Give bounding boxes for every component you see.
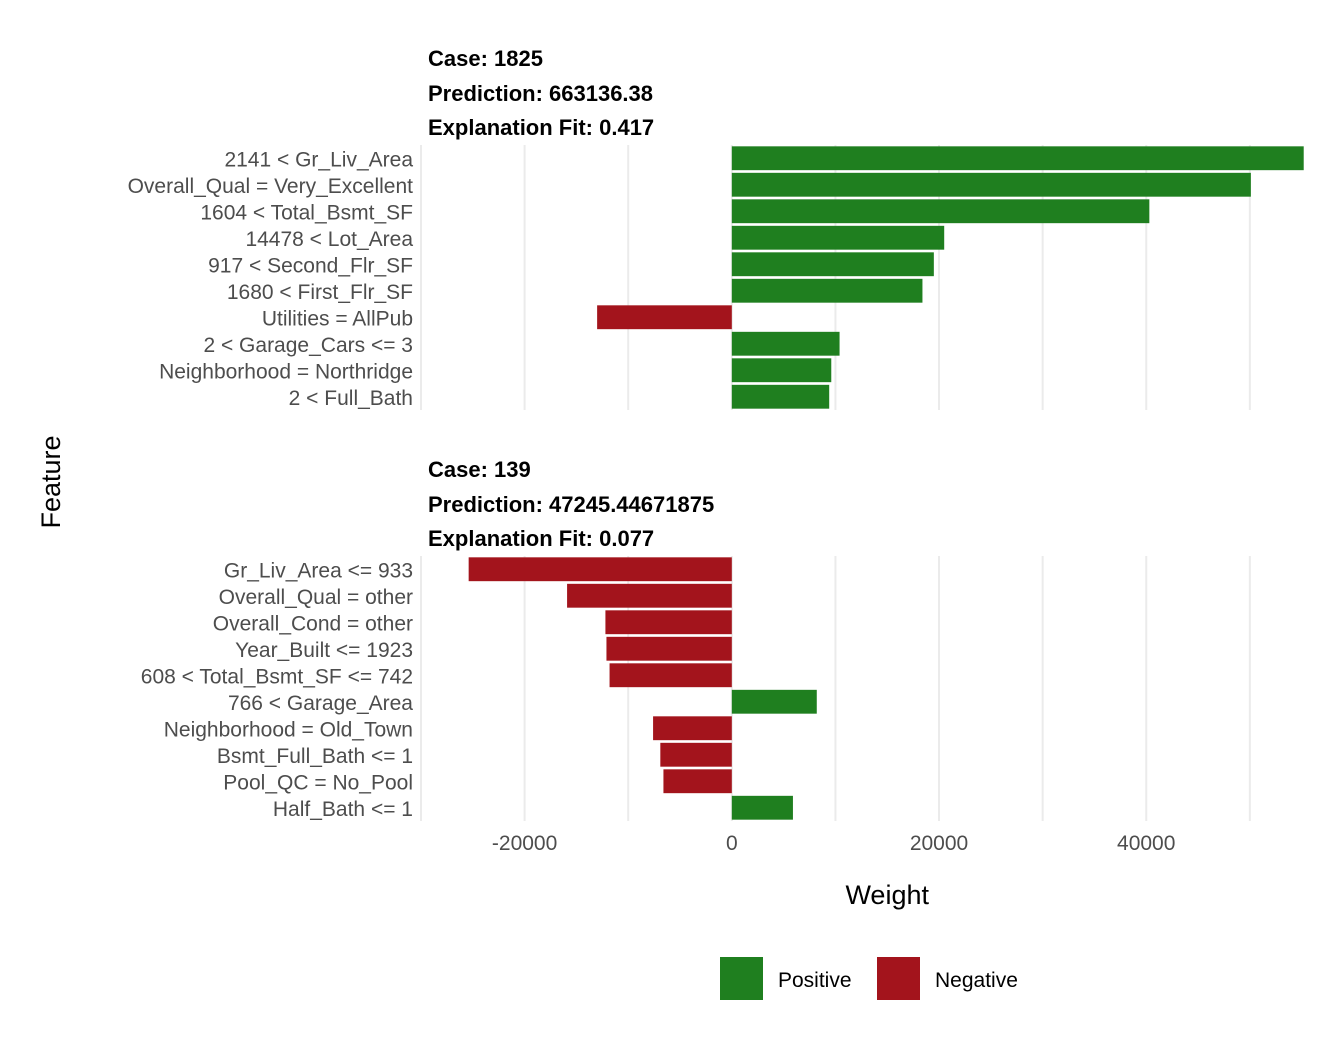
panel-title-line: Explanation Fit: 0.077 [428,526,654,551]
panel-title-line: Prediction: 47245.44671875 [428,492,714,517]
feature-label: 1680 < First_Flr_SF [227,281,413,304]
feature-label: Gr_Liv_Area <= 933 [224,559,413,582]
panel-title-line: Case: 139 [428,457,531,482]
bar-positive [731,278,923,303]
x-tick-label: 40000 [1117,832,1175,855]
panel-title-line: Prediction: 663136.38 [428,81,653,106]
feature-label: 608 < Total_Bsmt_SF <= 742 [141,665,413,688]
panel-1: Case: 1825 Prediction: 663136.38 Explanati… [128,46,1304,410]
bar-negative [606,636,732,661]
bar-negative [567,583,732,608]
bar-positive [731,358,832,383]
bar-negative [597,305,732,330]
feature-label: Utilities = AllPub [262,307,413,330]
bar-positive [731,225,945,250]
bar-positive [731,384,830,409]
feature-label: 2 < Full_Bath [289,387,413,410]
bar-positive [731,795,793,820]
legend: Positive Negative [720,957,1018,1000]
feature-label: Overall_Qual = Very_Excellent [128,175,414,198]
bar-negative [653,716,732,741]
bar-negative [660,742,732,767]
feature-label: 14478 < Lot_Area [245,228,413,251]
bar-positive [731,252,934,277]
feature-label: Neighborhood = Northridge [159,360,413,383]
bar-positive [731,689,817,714]
panel-title-line: Explanation Fit: 0.417 [428,115,654,140]
feature-label: Overall_Qual = other [219,586,413,609]
bar-positive [731,146,1304,171]
feature-label: Pool_QC = No_Pool [223,771,413,794]
legend-label-negative: Negative [935,969,1018,992]
feature-label: 2 < Garage_Cars <= 3 [203,334,413,357]
y-axis-title: Feature [36,435,66,528]
legend-swatch-negative [877,957,920,1000]
x-tick-label: 20000 [910,832,968,855]
panel-2: Case: 139 Prediction: 47245.44671875 Expla… [141,457,1251,821]
bar-positive [731,199,1150,224]
feature-label: 2141 < Gr_Liv_Area [224,148,413,171]
bar-negative [468,557,732,582]
bar-negative [609,663,732,688]
feature-label: 766 < Garage_Area [228,692,413,715]
feature-label: Overall_Cond = other [213,612,413,635]
feature-label: 917 < Second_Flr_SF [208,254,413,277]
legend-swatch-positive [720,957,763,1000]
x-axis-title: Weight [845,880,929,910]
bar-negative [605,610,732,635]
feature-label: 1604 < Total_Bsmt_SF [200,201,413,224]
bar-positive [731,172,1251,197]
bar-positive [731,331,840,356]
feature-label: Half_Bath <= 1 [273,798,413,821]
feature-label: Bsmt_Full_Bath <= 1 [217,745,413,768]
legend-label-positive: Positive [778,969,852,992]
feature-label: Neighborhood = Old_Town [164,718,413,741]
x-tick-label: 0 [726,832,738,855]
bar-negative [663,769,732,794]
feature-label: Year_Built <= 1923 [235,639,413,662]
panel-title-line: Case: 1825 [428,46,543,71]
x-tick-label: -20000 [492,832,557,855]
